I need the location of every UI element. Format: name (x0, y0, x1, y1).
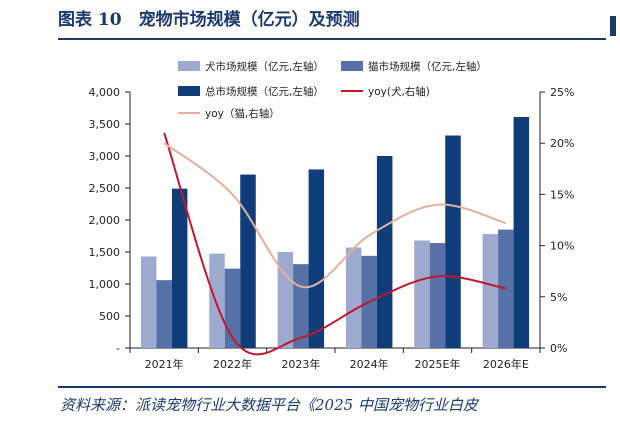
right-tick-label: 20% (550, 137, 574, 150)
x-tick-label: 2023年 (281, 357, 320, 371)
legend-swatch-0 (178, 61, 200, 71)
source-note: 资料来源：派读宠物行业大数据平台《2025 中国宠物行业白皮 (60, 396, 478, 414)
chart-lines (163, 132, 507, 356)
bar-series-1 (429, 243, 446, 348)
legend-label: yoy(犬,右轴) (368, 85, 430, 98)
legend-label: 猫市场规模（亿元,左轴） (368, 60, 487, 73)
bar-series-0 (482, 234, 499, 348)
line-series-3 (163, 132, 507, 356)
line-series-4 (163, 142, 507, 289)
legend-swatch-1 (341, 61, 363, 71)
bar-series-2 (445, 135, 461, 348)
left-tick-label: 1,500 (89, 246, 121, 259)
market-size-chart: 犬市场规模（亿元,左轴） 猫市场规模（亿元,左轴） 总市场规模（亿元,左轴） yoy(… (89, 60, 575, 371)
bar-series-0 (277, 252, 294, 348)
left-tick-label: 2,500 (89, 182, 121, 195)
right-tick-label: 15% (550, 188, 574, 201)
bar-series-1 (156, 280, 172, 348)
bar-series-0 (345, 247, 362, 348)
x-tick-label: 2021年 (145, 357, 184, 371)
x-axis-labels: 2021年 2022年 2023年 2024年 2025E年 2026年E (145, 357, 529, 371)
chart-title: 图表 10 宠物市场规模（亿元）及预测 (58, 10, 360, 30)
title-divider (58, 38, 606, 40)
right-tick-label: 0% (550, 342, 567, 355)
chart-axes: - 500 1,000 1,500 2,000 2,500 3,000 3,500 4,000 0… (89, 86, 575, 355)
legend-label: 犬市场规模（亿元,左轴） (205, 60, 324, 73)
x-tick-label: 2022年 (213, 357, 252, 371)
x-tick-label: 2025E年 (415, 357, 461, 371)
chart-bars (140, 116, 530, 349)
left-tick-label: 2,000 (89, 214, 121, 227)
x-tick-label: 2026年E (483, 357, 529, 371)
legend-swatch-2 (178, 86, 200, 96)
legend-label: 总市场规模（亿元,左轴） (205, 85, 324, 98)
bar-series-2 (171, 188, 188, 348)
right-tick-label: 25% (550, 86, 574, 99)
left-tick-label: 4,000 (89, 86, 121, 99)
left-tick-label: - (116, 342, 120, 355)
bar-series-0 (140, 256, 157, 348)
left-tick-label: 3,500 (89, 118, 121, 131)
bar-series-2 (376, 156, 393, 348)
next-figure-edge (610, 16, 616, 36)
chart-legend: 犬市场规模（亿元,左轴） 猫市场规模（亿元,左轴） 总市场规模（亿元,左轴） yoy(… (178, 60, 487, 120)
right-tick-label: 5% (550, 291, 567, 304)
right-tick-label: 10% (550, 240, 574, 253)
x-tick-label: 2024年 (350, 357, 389, 371)
left-tick-label: 500 (99, 310, 120, 323)
bar-series-1 (224, 268, 241, 348)
bar-series-2 (240, 174, 256, 348)
legend-label: yoy（猫,右轴） (205, 107, 280, 120)
left-tick-label: 3,000 (89, 150, 121, 163)
left-tick-label: 1,000 (89, 278, 121, 291)
bar-series-0 (414, 240, 430, 348)
bar-series-1 (498, 229, 514, 348)
bar-series-2 (513, 116, 530, 349)
bar-series-0 (209, 253, 225, 348)
footer-divider (58, 386, 606, 388)
bar-series-2 (308, 169, 325, 348)
